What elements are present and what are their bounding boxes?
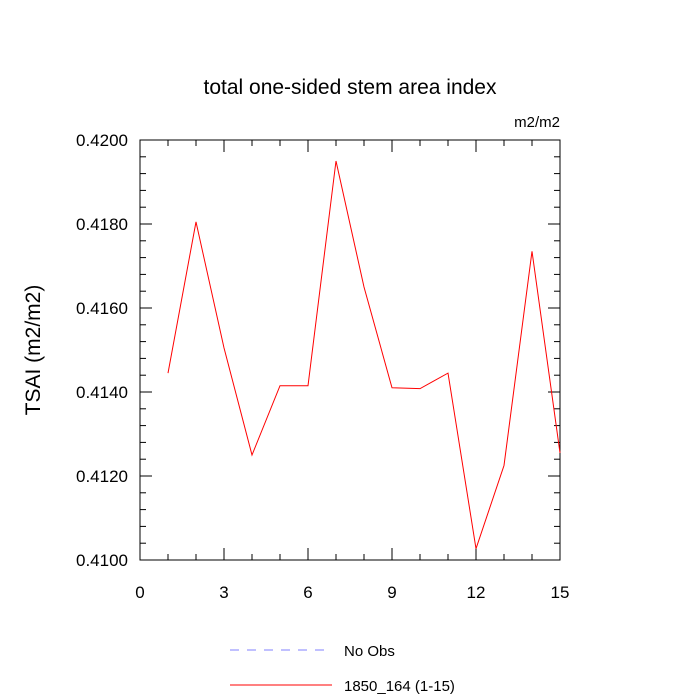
- legend: No Obs 1850_164 (1-15): [230, 643, 455, 695]
- y-tick-label: 0.4100: [76, 551, 128, 570]
- y-tick-label: 0.4200: [76, 131, 128, 150]
- y-tick-label: 0.4160: [76, 299, 128, 318]
- x-tick-label: 6: [303, 583, 312, 602]
- plot-frame: [139, 139, 561, 561]
- series-layer: [167, 160, 561, 549]
- x-tick-label: 12: [467, 583, 486, 602]
- legend-label: 1850_164 (1-15): [344, 678, 455, 695]
- chart-title: total one-sided stem area index: [203, 76, 497, 99]
- x-tick-label: 3: [219, 583, 228, 602]
- series-line-1: [167, 160, 561, 549]
- legend-label: No Obs: [344, 643, 395, 660]
- y-axis-label: TSAI (m2/m2): [22, 285, 45, 416]
- y-tick-label: 0.4140: [76, 383, 128, 402]
- y-tick-label: 0.4180: [76, 215, 128, 234]
- axis-ticks: 0 3 6 9 12 15 0.4100 0.4120 0.4140 0.4160 0.4180 0.…: [76, 131, 569, 602]
- x-tick-label: 15: [551, 583, 570, 602]
- x-tick-label: 0: [135, 583, 144, 602]
- y-tick-label: 0.4120: [76, 467, 128, 486]
- x-tick-label: 9: [387, 583, 396, 602]
- units-label: m2/m2: [514, 114, 560, 131]
